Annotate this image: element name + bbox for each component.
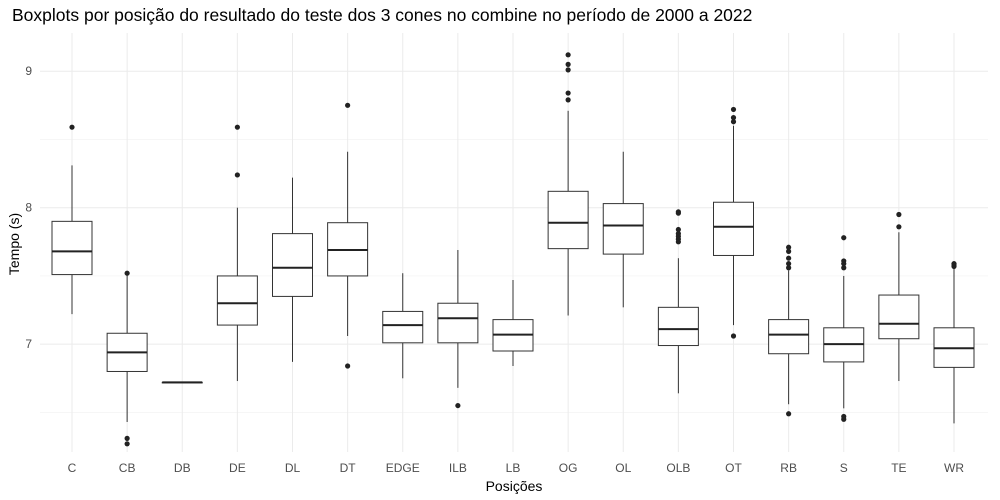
- outlier-point: [786, 411, 792, 417]
- grid-layer: [40, 33, 988, 452]
- x-tick-label: OT: [725, 461, 742, 475]
- x-tick-label: DE: [229, 461, 246, 475]
- outlier-point: [841, 416, 847, 422]
- box-lb: [492, 280, 534, 367]
- y-tick-label: 7: [25, 337, 32, 351]
- box-og: [547, 52, 589, 316]
- box-cb: [106, 270, 148, 447]
- box-ol: [602, 151, 644, 308]
- outlier-point: [565, 52, 571, 58]
- outlier-point: [730, 115, 737, 121]
- outlier-point: [786, 244, 792, 250]
- x-axis-title: Posições: [486, 478, 543, 494]
- x-tick-label: OLB: [666, 461, 690, 475]
- x-tick-label: TE: [891, 461, 906, 475]
- outlier-point: [345, 102, 351, 108]
- box-iqr: [382, 310, 424, 344]
- x-tick-label: EDGE: [386, 461, 420, 475]
- box-edge: [382, 273, 424, 379]
- outlier-point: [841, 235, 847, 241]
- box-dt: [327, 102, 369, 369]
- box-db: [161, 381, 203, 384]
- box-iqr: [272, 233, 313, 297]
- box-c: [51, 124, 93, 315]
- x-tick-label: DL: [285, 461, 301, 475]
- x-tick-label: WR: [944, 461, 964, 475]
- outlier-point: [786, 261, 792, 267]
- box-iqr: [547, 190, 589, 250]
- outlier-point: [786, 248, 792, 254]
- x-tick-label: DT: [340, 461, 357, 475]
- outlier-point: [69, 124, 75, 130]
- y-tick-label: 9: [25, 64, 32, 78]
- outlier-point: [345, 363, 351, 369]
- box-iqr: [602, 203, 644, 255]
- outlier-point: [951, 263, 957, 269]
- box-iqr: [51, 220, 93, 276]
- outlier-point: [730, 106, 737, 113]
- outlier-point: [124, 270, 130, 276]
- box-iqr: [878, 294, 920, 340]
- box-rb: [768, 244, 810, 417]
- outlier-point: [786, 265, 792, 271]
- box-iqr: [768, 319, 810, 355]
- outlier-point: [234, 124, 240, 130]
- box-iqr: [216, 275, 258, 326]
- x-tick-label: RB: [780, 461, 797, 475]
- box-te: [878, 211, 920, 382]
- box-wr: [933, 261, 975, 424]
- x-tick-label: CB: [119, 461, 136, 475]
- outlier-point: [896, 224, 902, 230]
- x-tick-label: OG: [559, 461, 578, 475]
- box-ot: [713, 106, 754, 339]
- box-iqr: [437, 302, 479, 344]
- chart-title: Boxplots por posição do resultado do tes…: [12, 5, 753, 25]
- outlier-point: [124, 441, 130, 447]
- box-iqr: [713, 201, 754, 256]
- box-olb: [657, 209, 699, 394]
- outlier-point: [565, 97, 571, 103]
- outlier-point: [565, 90, 571, 96]
- outlier-point: [234, 172, 240, 178]
- outlier-point: [896, 211, 902, 218]
- outlier-point: [841, 265, 847, 271]
- outlier-point: [675, 239, 681, 245]
- axis-layer: 7 8 9 C CB DB DE DL DT EDGE ILB LB OG OL OLB OT RB S TE WR: [25, 64, 964, 475]
- outlier-point: [124, 435, 130, 441]
- box-s: [823, 235, 865, 422]
- box-de: [216, 124, 258, 382]
- outlier-point: [730, 333, 737, 339]
- outlier-point: [786, 255, 792, 261]
- x-tick-label: C: [68, 461, 77, 475]
- x-tick-label: LB: [506, 461, 521, 475]
- outlier-point: [565, 61, 571, 67]
- y-axis-title: Tempo (s): [6, 213, 22, 275]
- x-tick-label: ILB: [449, 461, 467, 475]
- x-tick-label: OL: [615, 461, 631, 475]
- y-tick-label: 8: [25, 201, 32, 215]
- x-tick-label: S: [840, 461, 848, 475]
- outlier-point: [675, 226, 681, 233]
- outlier-point: [675, 210, 681, 216]
- outlier-point: [841, 261, 847, 267]
- x-tick-label: DB: [174, 461, 191, 475]
- outlier-point: [455, 402, 461, 409]
- outlier-point: [565, 67, 571, 73]
- box-dl: [272, 177, 313, 362]
- box-iqr: [657, 306, 699, 347]
- outlier-point: [730, 119, 737, 125]
- box-ilb: [437, 250, 479, 409]
- box-layer: [51, 52, 975, 447]
